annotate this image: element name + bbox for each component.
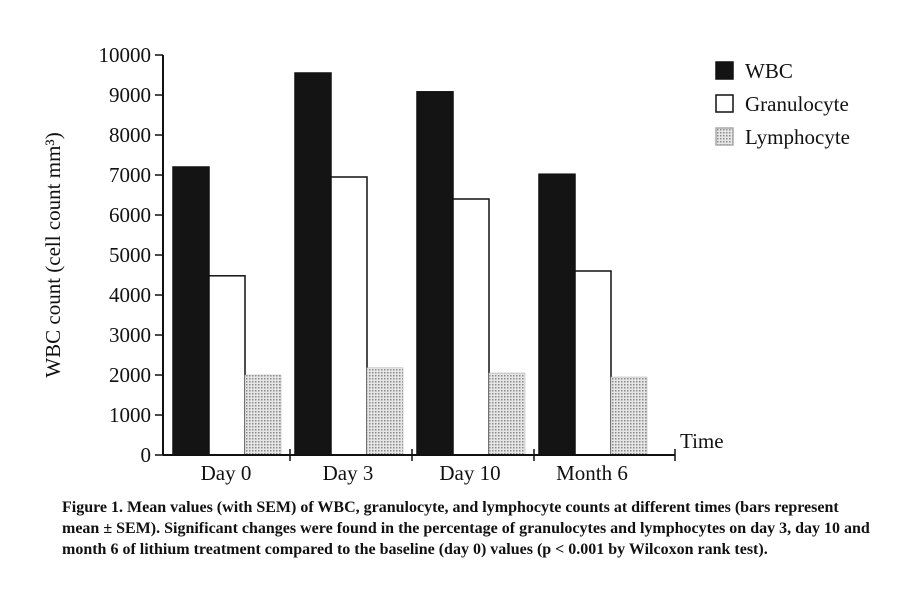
y-tick-label: 3000	[109, 323, 151, 347]
legend-swatch-wbc	[715, 61, 734, 80]
bar-chart: 0 1000 2000 3000 4000 5000 6000 7000 8000 9000 100…	[41, 43, 850, 485]
bar-lymphocyte-day-3	[366, 367, 404, 456]
bar-granulocyte-day-0	[208, 275, 246, 456]
legend: WBC Granulocyte Lymphocyte	[715, 59, 850, 149]
y-tick-label: 10000	[99, 43, 152, 67]
x-category-label: Day 3	[323, 461, 374, 485]
y-tick-label: 0	[141, 443, 152, 467]
bar-wbc-day-0	[172, 166, 210, 456]
bar-wbc-day-3	[294, 72, 332, 456]
bar-wbc-day-10	[416, 91, 454, 456]
y-tick-label: 1000	[109, 403, 151, 427]
legend-label-lymphocyte: Lymphocyte	[745, 125, 850, 149]
figure-caption: Figure 1. Mean values (with SEM) of WBC,…	[62, 499, 870, 558]
legend-swatch-granulocyte	[715, 94, 734, 113]
bar-lymphocyte-month-6	[610, 376, 648, 456]
legend-label-wbc: WBC	[745, 59, 793, 83]
bar-granulocyte-day-3	[330, 176, 368, 456]
x-axis-title: Time	[680, 429, 724, 453]
bar-lymphocyte-day-0	[244, 374, 282, 456]
x-category-label: Day 0	[201, 461, 252, 485]
x-category-label: Month 6	[556, 461, 628, 485]
y-axis-title: WBC count (cell count mm³)	[41, 132, 65, 377]
legend-swatch-lymphocyte	[715, 127, 734, 146]
bar-wbc-month-6	[538, 173, 576, 456]
y-tick-label: 8000	[109, 123, 151, 147]
y-tick-label: 2000	[109, 363, 151, 387]
y-tick-label: 4000	[109, 283, 151, 307]
bar-granulocyte-day-10	[452, 198, 490, 456]
bar-granulocyte-month-6	[574, 270, 612, 456]
y-tick-label: 7000	[109, 163, 151, 187]
y-tick-label: 5000	[109, 243, 151, 267]
x-category-label: Day 10	[439, 461, 500, 485]
y-tick-label: 6000	[109, 203, 151, 227]
bar-lymphocyte-day-10	[488, 372, 526, 456]
legend-label-granulocyte: Granulocyte	[745, 92, 849, 116]
y-tick-label: 9000	[109, 83, 151, 107]
